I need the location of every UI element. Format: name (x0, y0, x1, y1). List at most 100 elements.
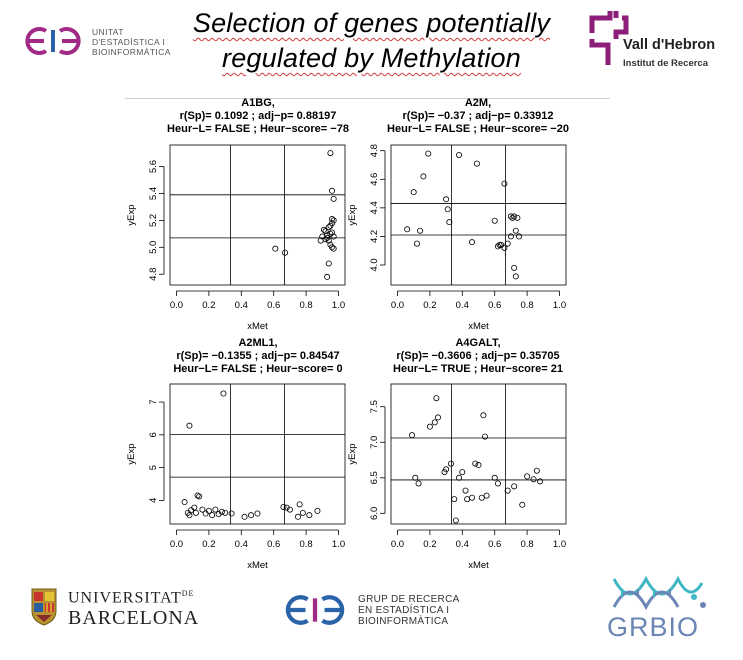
plot-2-ylabel: yExp (347, 204, 358, 225)
ueb-logo-text: UNITAT D'ESTADÍSTICA I BIOINFORMÀTICA (92, 27, 171, 57)
plot-3-point (286, 506, 293, 513)
plot-1-title-line-3: Heur−L= FALSE ; Heur−score= −78 (167, 123, 349, 135)
plot-2-point (446, 219, 453, 226)
plot-1-ytick-label-3: 5.2 (148, 214, 159, 227)
vh-name: Vall d'Hebron (623, 37, 716, 53)
plot-2-ytick-label-2: 4.2 (369, 230, 380, 243)
plot-1-point (320, 226, 327, 233)
plot-4-point (530, 476, 537, 483)
plot-4-point (511, 483, 518, 490)
plot-4-point (481, 433, 488, 440)
plot-4-point (469, 494, 476, 501)
dna-helix-icon (612, 575, 706, 611)
plot-3-point (186, 422, 193, 429)
plot-4-xlabel: xMet (468, 560, 489, 571)
plot-2-ytick-label-5: 4.8 (369, 144, 380, 157)
vh-logo (586, 9, 632, 72)
plot-1-point (327, 150, 334, 157)
plot-4-point (504, 487, 511, 494)
grbio-text: GRBIO (607, 612, 700, 642)
plot-2-point (507, 213, 514, 220)
plot-2-ytick-label-1: 4.0 (369, 258, 380, 271)
plot-3-point (241, 513, 248, 520)
plot-4-point (462, 487, 469, 494)
plot-2-title-line-2: r(Sp)= −0.37 ; adj−p= 0.33912 (402, 110, 553, 122)
plot-3-point (222, 509, 229, 516)
plot-3-point (209, 512, 216, 519)
plot-3-point (306, 512, 313, 519)
plot-3-point (296, 501, 303, 508)
plot-1-point (329, 187, 336, 194)
plot-4-point (537, 478, 544, 485)
plot-3-point (218, 508, 225, 515)
plot-3-point (196, 493, 203, 500)
plot-3-title-line-2: r(Sp)= −0.1355 ; adj−p= 0.84547 (176, 350, 339, 362)
plot-3-xtick-label-4: 0.6 (267, 539, 280, 550)
plot-2-frame (390, 144, 567, 286)
plot-2-point (514, 214, 521, 221)
plot-4-frame (390, 383, 567, 525)
plot-3-xtick-label-2: 0.2 (202, 539, 215, 550)
plot-3-point (181, 499, 188, 506)
plot-2-point (456, 151, 463, 158)
plot-4-ytick-label-2: 6.5 (369, 471, 380, 484)
plot-1-point (325, 224, 332, 231)
plot-3-xlabel: xMet (247, 560, 268, 571)
vh-cross-mark (589, 11, 629, 65)
plot-1-title-line-2: r(Sp)= 0.1092 ; adj−p= 0.88197 (180, 110, 337, 122)
plot-4-point (459, 469, 466, 476)
plot-1-point (330, 233, 337, 240)
plot-2-point (494, 243, 501, 250)
plot-2-point (512, 227, 519, 234)
plot-4-point (451, 496, 458, 503)
plot-4-point (491, 474, 498, 481)
plot-3-title-line-3: Heur−L= FALSE ; Heur−score= 0 (173, 363, 342, 375)
ub-line2: BARCELONA (68, 607, 200, 629)
plot-1-xtick-label-3: 0.4 (235, 300, 248, 311)
plot-4-xtick-label-6: 1.0 (553, 539, 566, 550)
plot-3-point (283, 504, 290, 511)
plot-2-point (491, 217, 498, 224)
plot-2-point (473, 160, 480, 167)
plot-4-point (533, 467, 540, 474)
plot-4-xtick-label-4: 0.6 (488, 539, 501, 550)
plot-4-point (433, 395, 440, 402)
plot-2-xtick-label-6: 1.0 (553, 300, 566, 311)
plot-4-point (412, 474, 419, 481)
plot-2-point (516, 233, 523, 240)
plot-1-point (327, 230, 334, 237)
grup-logo-mark (285, 595, 345, 625)
plot-3-point (205, 507, 212, 514)
plot-2-point (501, 180, 508, 187)
plot-2-point (469, 239, 476, 246)
plot-4-xtick-label-1: 0.0 (391, 539, 404, 550)
plot-2-point (496, 241, 503, 248)
plot-4-point (441, 469, 448, 476)
plot-2-ytick-label-3: 4.4 (369, 201, 380, 214)
plot-1-xtick-label-2: 0.2 (202, 300, 215, 311)
plot-4-point (452, 517, 459, 524)
plot-4-point (472, 460, 479, 467)
plot-1-point (324, 273, 331, 280)
plot-1-point (324, 232, 331, 239)
plot-4-point (447, 460, 454, 467)
plot-1-point (329, 216, 336, 223)
plot-1-point (282, 249, 289, 256)
plot-3-ytick-label-2: 5 (148, 465, 159, 470)
grup-logo (280, 592, 350, 633)
plot-3-xtick-label-6: 1.0 (332, 539, 345, 550)
divider (125, 98, 610, 99)
plot-2-xlabel: xMet (468, 321, 489, 332)
plot-2-point (504, 240, 511, 247)
plot-1-xtick-label-4: 0.6 (267, 300, 280, 311)
slide-title-line1: Selection of genes potentially (192, 8, 551, 38)
plot-3-point (220, 390, 227, 397)
plot-3-point (194, 492, 201, 499)
plot-1-frame (169, 144, 346, 286)
plot-1-xlabel: xMet (247, 321, 268, 332)
plot-2-point (511, 213, 518, 220)
plot-1-xtick-label-1: 0.0 (170, 300, 183, 311)
plot-2-point (507, 233, 514, 240)
plot-4-ytick-label-4: 7.5 (369, 400, 380, 413)
